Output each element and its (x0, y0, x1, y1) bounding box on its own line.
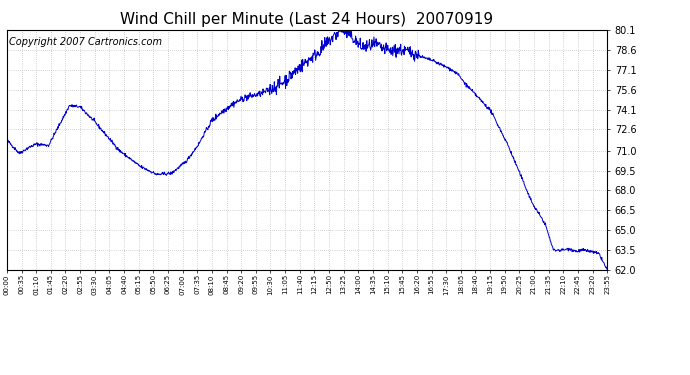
Text: Copyright 2007 Cartronics.com: Copyright 2007 Cartronics.com (9, 37, 161, 47)
Title: Wind Chill per Minute (Last 24 Hours)  20070919: Wind Chill per Minute (Last 24 Hours) 20… (121, 12, 493, 27)
